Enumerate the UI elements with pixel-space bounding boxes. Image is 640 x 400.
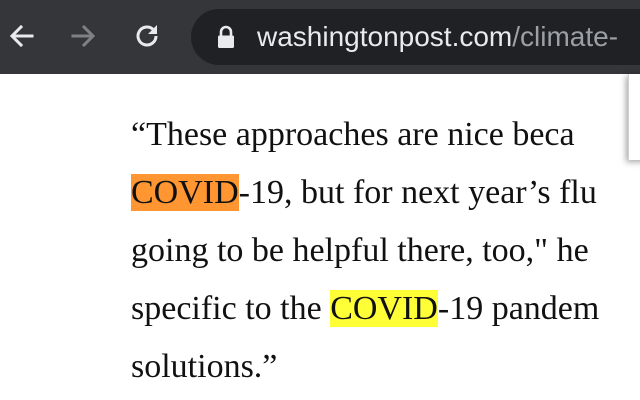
line-text: solutions.” [131, 348, 278, 385]
article-body: “These approaches are nice beca COVID-19… [131, 106, 640, 396]
article-line: COVID-19, but for next year’s flu [131, 164, 640, 222]
line-text: specific to the [131, 290, 331, 327]
address-bar[interactable]: washingtonpost.com/climate- [191, 9, 640, 65]
line-text: -19 pandem [437, 290, 600, 327]
find-highlight-match: COVID [330, 290, 438, 327]
browser-toolbar: washingtonpost.com/climate- [0, 0, 640, 74]
url-host: washingtonpost.com [257, 21, 513, 52]
article-line: solutions.” [131, 338, 640, 396]
arrow-left-icon [9, 24, 34, 48]
line-text: -19, but for next year’s flu [238, 174, 597, 211]
back-button[interactable] [0, 14, 44, 58]
arrow-right-icon [71, 24, 96, 48]
url-text[interactable]: washingtonpost.com/climate- [257, 9, 618, 65]
article-line: going to be helpful there, too," he [131, 222, 640, 280]
line-text: going to be helpful there, too," he [131, 232, 589, 269]
url-path: /climate- [512, 21, 619, 52]
line-text: “These approaches are nice beca [131, 116, 575, 153]
forward-button[interactable] [61, 14, 105, 58]
reload-button[interactable] [125, 14, 169, 58]
side-popup-edge [628, 74, 640, 160]
reload-icon [136, 25, 158, 47]
article-line: “These approaches are nice beca [131, 106, 640, 164]
find-highlight-current: COVID [131, 174, 239, 211]
lock-icon[interactable] [215, 25, 237, 49]
article-line: specific to the COVID-19 pandem [131, 280, 640, 338]
